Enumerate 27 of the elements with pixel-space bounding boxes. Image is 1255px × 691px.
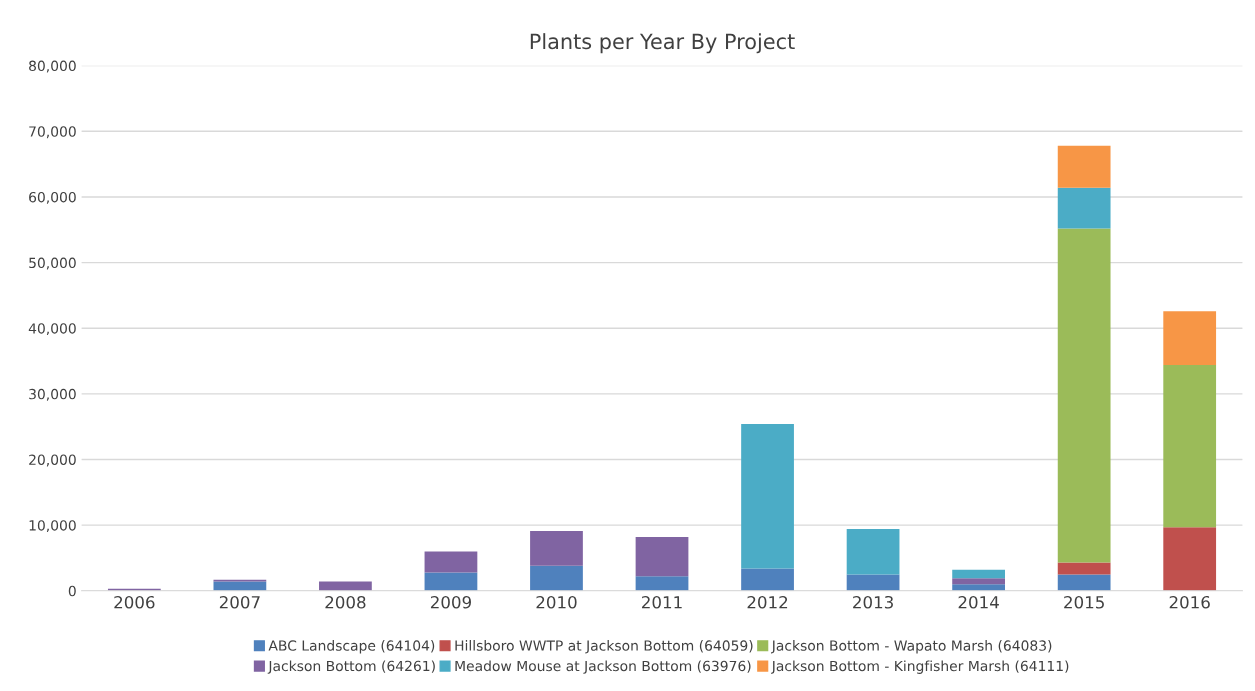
x-tick-label: 2009: [430, 595, 471, 609]
x-tick-label: 2016: [1169, 595, 1210, 609]
legend-label: Jackson Bottom - Kingfisher Marsh (64111): [771, 660, 1069, 674]
chart-title: Plants per Year By Project: [530, 33, 795, 54]
y-tick-label: 0: [68, 585, 76, 597]
y-tick-label: 30,000: [29, 388, 76, 401]
y-tick-label: 60,000: [29, 191, 76, 204]
y-tick-label: 50,000: [29, 257, 76, 270]
x-tick-label: 2012: [747, 595, 788, 609]
x-tick-label: 2011: [642, 595, 682, 609]
x-tick-label: 2015: [1064, 595, 1104, 609]
y-tick-label: 70,000: [29, 126, 76, 139]
legend-label: Meadow Mouse at Jackson Bottom (63976): [455, 660, 751, 674]
x-tick-label: 2014: [958, 595, 999, 609]
x-tick-label: 2008: [325, 595, 366, 609]
legend-label: Jackson Bottom - Wapato Marsh (64083): [771, 640, 1052, 654]
x-tick-label: 2013: [853, 595, 893, 609]
legend-label: Jackson Bottom (64261): [267, 660, 435, 674]
legend-label: Hillsboro WWTP at Jackson Bottom (64059): [455, 640, 753, 654]
x-tick-label: 2007: [219, 595, 260, 609]
legend-label: ABC Landscape (64104): [268, 640, 435, 654]
y-tick-label: 80,000: [29, 60, 76, 73]
y-tick-label: 10,000: [29, 520, 76, 533]
x-tick-label: 2010: [536, 595, 577, 609]
y-tick-label: 40,000: [28, 323, 76, 336]
x-tick-label: 2006: [114, 595, 155, 609]
y-tick-label: 20,000: [29, 454, 76, 467]
